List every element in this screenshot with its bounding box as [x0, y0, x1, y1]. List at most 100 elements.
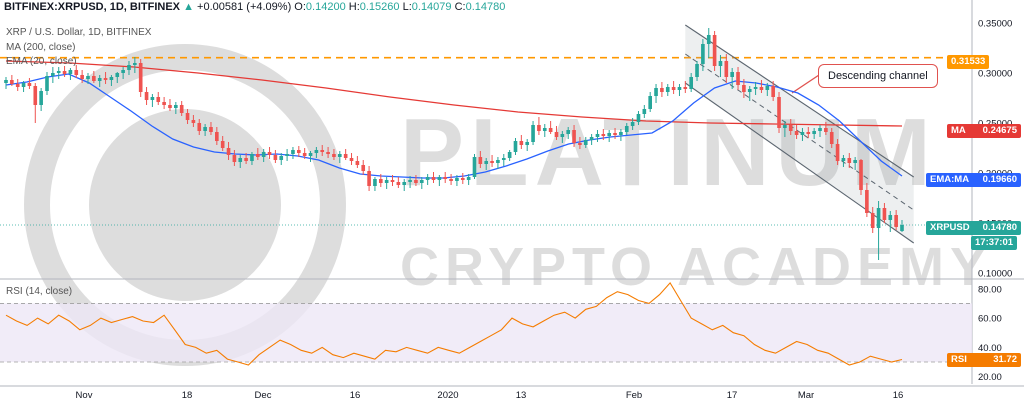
ma-legend[interactable]: MA (200, close)	[6, 42, 76, 53]
candle-body	[730, 72, 734, 77]
ema-legend[interactable]: EMA (20, close)	[6, 56, 77, 67]
candle-body	[174, 105, 178, 108]
candle-body	[384, 180, 389, 183]
candle-body	[777, 97, 781, 128]
candle-body	[619, 132, 623, 135]
candle-body	[865, 190, 869, 213]
candle-body	[460, 178, 465, 180]
descending-channel-annotation: Descending channel	[818, 64, 938, 88]
change-value: +0.00581 (+4.09%)	[197, 1, 292, 13]
rsi-value-tag: RSI 31.72	[947, 353, 1021, 367]
candle-body	[121, 70, 125, 73]
candle-body	[818, 128, 822, 131]
candle-body	[279, 156, 284, 160]
candle-body	[742, 85, 746, 92]
candle-body	[261, 152, 266, 157]
candle-body	[127, 65, 131, 70]
price-tick-label: 0.35000	[978, 19, 1012, 30]
candle-body	[753, 87, 758, 89]
candle-body	[144, 92, 149, 100]
candle-body	[695, 64, 699, 77]
candle-body	[185, 113, 190, 120]
candle-body	[507, 152, 512, 158]
symbol-label: BITFINEX:XRPUSD, 1D, BITFINEX	[4, 1, 181, 13]
candle-body	[267, 152, 272, 155]
candle-body	[33, 86, 38, 105]
candle-body	[835, 144, 840, 161]
candle-body	[361, 165, 366, 171]
candle-body	[572, 130, 576, 143]
candle-body	[472, 157, 477, 177]
candle-body	[56, 71, 61, 73]
candle-body	[712, 35, 717, 66]
candle-body	[302, 153, 307, 156]
candle-body	[367, 171, 371, 186]
rsi-legend[interactable]: RSI (14, close)	[6, 286, 73, 297]
candle-body	[496, 160, 500, 163]
candle-body	[27, 83, 32, 86]
channel-upper-line	[685, 24, 915, 178]
countdown-tag: 17:37:01	[971, 236, 1018, 250]
candle-body	[613, 133, 617, 135]
candle-body	[92, 76, 96, 81]
open-value: 0.14200	[305, 1, 346, 13]
time-tick-label: 16	[893, 390, 904, 401]
candle-body	[68, 70, 73, 74]
candle-body	[683, 87, 688, 89]
candle-body	[490, 161, 494, 163]
candle-body	[689, 77, 693, 89]
candle-body	[624, 126, 629, 132]
candle-body	[537, 125, 541, 131]
candle-body	[320, 150, 325, 152]
candle-body	[396, 182, 401, 185]
candle-body	[894, 215, 898, 227]
watermark-text-line1: PLATINUM	[400, 99, 937, 206]
candle-body	[578, 143, 582, 145]
candle-body	[636, 114, 641, 122]
high-value: 0.15260	[359, 1, 400, 13]
candle-body	[847, 158, 852, 163]
candle-body	[326, 152, 330, 154]
candle-body	[794, 131, 799, 135]
candle-body	[425, 177, 430, 180]
candle-body	[285, 154, 289, 156]
candle-body	[238, 158, 243, 162]
candle-body	[378, 179, 383, 183]
candle-body	[226, 148, 231, 155]
candle-body	[4, 80, 8, 83]
candle-body	[402, 182, 407, 185]
candle-body	[548, 128, 553, 132]
candle-body	[256, 154, 260, 157]
channel-fill	[685, 25, 914, 243]
candle-body	[51, 73, 55, 76]
ema20-line	[5, 73, 903, 179]
ma-price-tag: MA 0.24675	[947, 124, 1021, 138]
low-value: 0.14079	[411, 1, 452, 13]
rsi-tick-label: 20.00	[978, 372, 1002, 383]
candle-body	[10, 80, 14, 84]
candle-body	[660, 88, 664, 92]
rsi-tick-label: 80.00	[978, 284, 1002, 295]
candle-body	[513, 141, 518, 152]
time-tick-label: 17	[727, 390, 738, 401]
candle-body	[853, 160, 857, 163]
candle-body	[314, 150, 319, 153]
candle-body	[718, 61, 723, 66]
watermark-text-line2: CRYPTO ACADEMY	[400, 237, 992, 297]
close-label: C:	[454, 1, 466, 13]
candle-body	[501, 158, 506, 160]
candle-body	[80, 75, 84, 79]
candle-body	[138, 63, 143, 92]
candle-body	[343, 154, 348, 158]
rsi-line	[5, 281, 903, 366]
channel-mid-line	[685, 53, 914, 211]
open-label: O:	[294, 1, 306, 13]
candle-body	[273, 155, 278, 160]
symbol-header: BITFINEX:XRPUSD, 1D, BITFINEX ▲ +0.00581…	[4, 1, 505, 13]
candle-body	[103, 78, 108, 80]
time-tick-label: Nov	[76, 390, 93, 401]
candle-body	[408, 180, 412, 182]
last-price-tag: XRPUSD 0.14780	[926, 221, 1021, 235]
ma-tag-value: 0.24675	[982, 125, 1017, 136]
